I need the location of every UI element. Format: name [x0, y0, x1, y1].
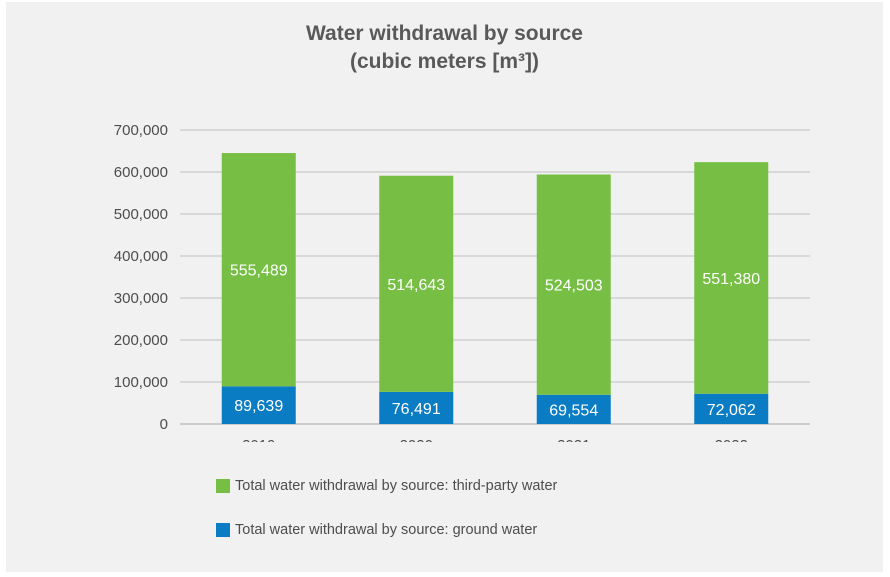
legend-label-third-party: Total water withdrawal by source: third-… [235, 478, 558, 494]
bar-ground-water [379, 391, 454, 424]
chart-card: Water withdrawal by source (cubic meters… [6, 2, 883, 572]
chart-title-line1: Water withdrawal by source [306, 22, 583, 45]
data-label-third-party-water: 551,380 [702, 271, 760, 288]
y-tick-label: 200,000 [114, 332, 168, 349]
chart-title: Water withdrawal by source (cubic meters… [6, 20, 883, 76]
y-tick-label: 700,000 [114, 122, 168, 139]
y-tick-label: 500,000 [114, 206, 168, 223]
y-tick-label: 400,000 [114, 248, 168, 265]
bar-ground-water [694, 393, 769, 424]
x-tick-label: 2019 [242, 437, 275, 442]
bar-ground-water [221, 386, 296, 424]
data-label-ground-water: 69,554 [549, 402, 598, 419]
x-tick-label: 2022 [715, 437, 748, 442]
data-label-ground-water: 89,639 [234, 398, 283, 415]
data-label-ground-water: 76,491 [392, 401, 441, 418]
data-label-third-party-water: 555,489 [230, 263, 288, 280]
x-tick-label: 2020 [400, 437, 433, 442]
bar-ground-water [536, 394, 611, 424]
legend-item-third-party: Total water withdrawal by source: third-… [216, 478, 557, 494]
chart-title-line2: (cubic meters [m³]) [349, 50, 540, 73]
bar-third-party-water [694, 162, 769, 394]
x-tick-label: 2021 [557, 437, 590, 442]
y-tick-label: 100,000 [114, 374, 168, 391]
y-tick-label: 600,000 [114, 164, 168, 181]
legend-label-ground: Total water withdrawal by source: ground… [235, 522, 538, 538]
legend-item-ground: Total water withdrawal by source: ground… [216, 522, 537, 538]
data-label-ground-water: 72,062 [707, 402, 756, 419]
bar-third-party-water [221, 153, 296, 387]
bar-third-party-water [536, 174, 611, 395]
y-tick-label: 0 [160, 416, 168, 433]
bar-third-party-water [379, 175, 454, 392]
legend-swatch-third-party [216, 479, 230, 493]
data-label-third-party-water: 524,503 [545, 278, 603, 295]
bar-chart: 0 100,000 200,000 300,000 400,000 500,000 600,… [114, 122, 810, 442]
data-label-third-party-water: 514,643 [387, 277, 445, 294]
y-tick-label: 300,000 [114, 290, 168, 307]
legend-swatch-ground [216, 523, 230, 537]
